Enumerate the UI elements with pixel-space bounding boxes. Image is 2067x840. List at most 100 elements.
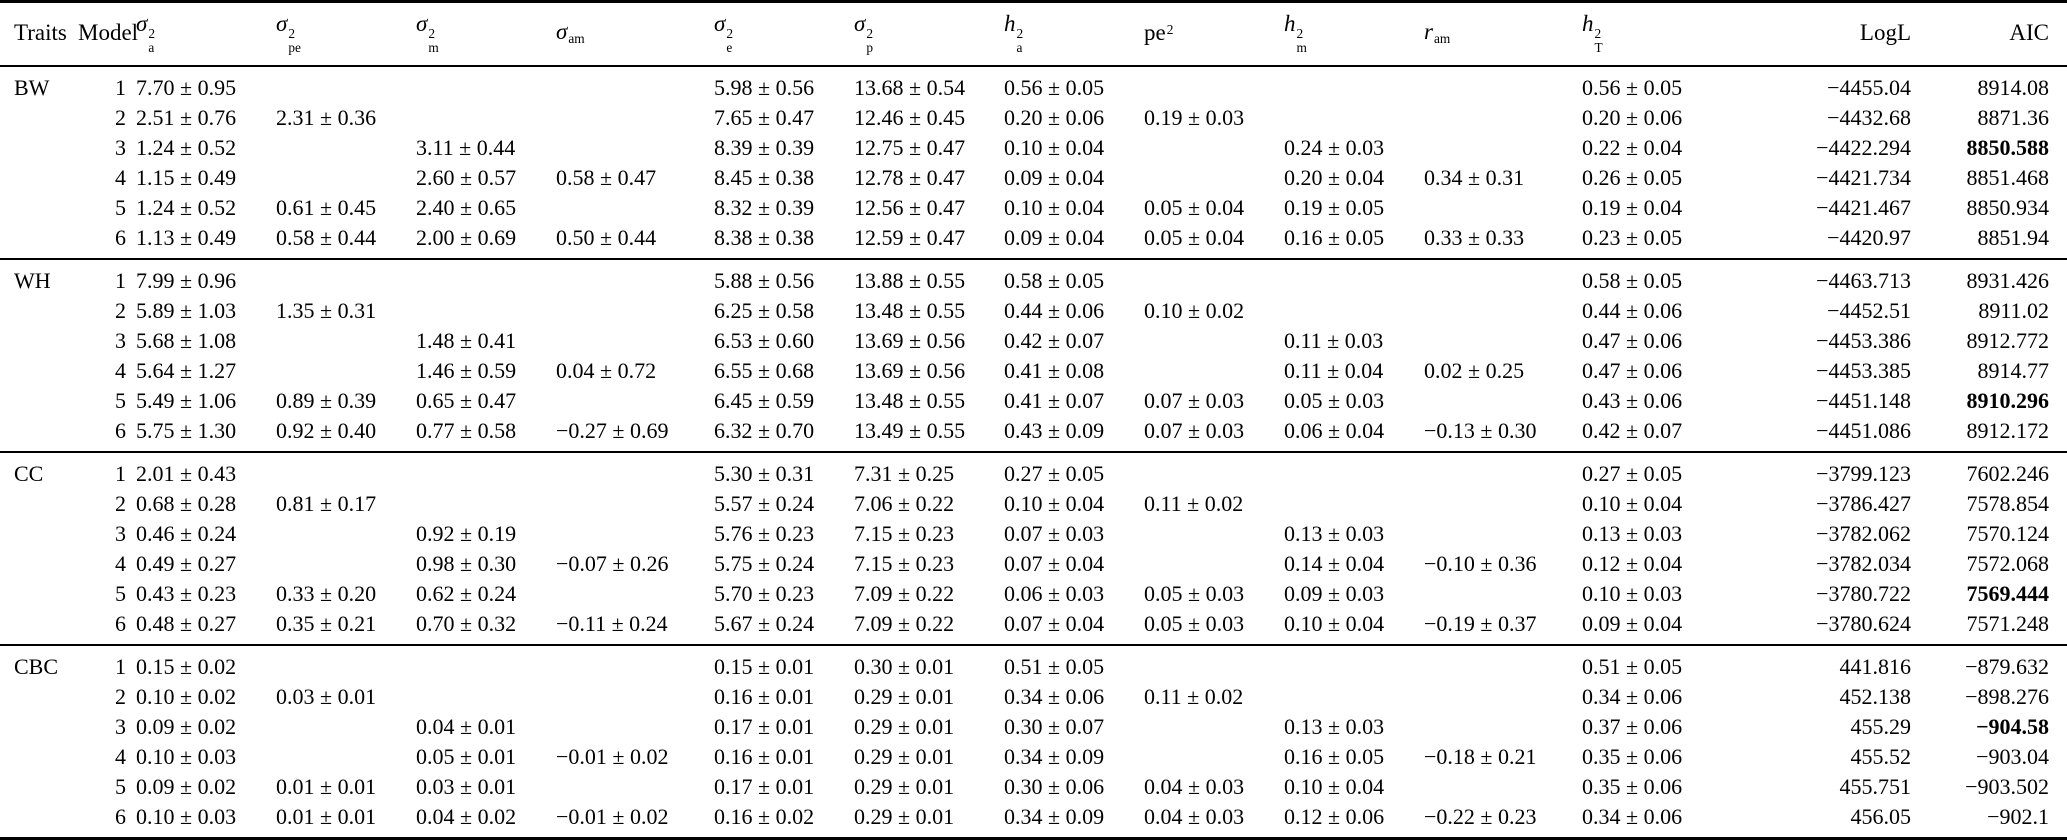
table-row-bw-model-2: 2 2.51 ± 0.76 2.31 ± 0.36 7.65 ± 0.47 12.46 …: [0, 103, 2067, 133]
cell-ram: −0.10 ± 0.36: [1424, 551, 1537, 577]
cell-hm2: [1284, 296, 1424, 326]
cell-pe2: 0.07 ± 0.03: [1144, 388, 1245, 414]
cell-aic: 8851.468: [1966, 165, 2050, 191]
cell-sp2: 0.29 ± 0.01: [854, 804, 955, 830]
cell-logl: −3780.722: [1816, 581, 1911, 607]
cell-sam: [556, 579, 714, 609]
cell-pe2: [1144, 712, 1284, 742]
cell-sam: −0.11 ± 0.24: [556, 611, 668, 637]
cell-spe2: [276, 163, 416, 193]
model-number: 1: [78, 258, 136, 297]
cell-logl: 455.751: [1839, 774, 1912, 800]
cell-sm2: 3.11 ± 0.44: [416, 135, 516, 161]
cell-sa2: 0.49 ± 0.27: [136, 551, 237, 577]
table-row-cc-model-5: 5 0.43 ± 0.23 0.33 ± 0.20 0.62 ± 0.24 5.70 ±…: [0, 579, 2067, 609]
trait-label: [0, 682, 78, 712]
cell-sm2: [416, 66, 556, 103]
cell-ha2: 0.10 ± 0.04: [1004, 491, 1105, 517]
cell-aic: 8910.296: [1966, 388, 2050, 414]
model-number: 4: [115, 358, 126, 384]
cell-se2: 0.16 ± 0.01: [714, 744, 815, 770]
header-sup-sub: 2 pe: [288, 26, 301, 56]
cell-ha2: 0.43 ± 0.09: [1004, 418, 1105, 444]
cell-sam: [556, 519, 714, 549]
cell-se2: 5.98 ± 0.56: [714, 75, 815, 101]
cell-sp2: 12.56 ± 0.47: [854, 195, 966, 221]
model-number: 6: [115, 804, 126, 830]
table-row-cbc-model-3: 3 0.09 ± 0.02 0.04 ± 0.01 0.17 ± 0.01 0.29 ±…: [0, 712, 2067, 742]
cell-sa2: 7.99 ± 0.96: [136, 258, 276, 297]
table-row-cbc-model-1: CBC 1 0.15 ± 0.02 0.15 ± 0.01 0.30 ± 0.01 0.5…: [0, 644, 2067, 683]
cell-logl: 452.138: [1839, 684, 1912, 710]
cell-hm2: [1284, 66, 1424, 103]
cell-ht2: 0.35 ± 0.06: [1582, 744, 1683, 770]
cell-ram: [1424, 326, 1582, 356]
cell-se2: 5.75 ± 0.24: [714, 551, 815, 577]
trait-section-bw: BW 1 7.70 ± 0.95 5.98 ± 0.56 13.68 ± 0.54 0.5…: [0, 66, 2067, 259]
cell-sam: 0.58 ± 0.47: [556, 165, 657, 191]
cell-ht2: 0.26 ± 0.05: [1582, 165, 1683, 191]
model-number: 1: [78, 451, 136, 490]
cell-pe2: [1144, 356, 1284, 386]
cell-sa2: 0.68 ± 0.28: [136, 491, 237, 517]
column-header-traits: Traits: [0, 1, 78, 68]
cell-ha2: 0.34 ± 0.09: [1004, 744, 1105, 770]
cell-ram: −0.13 ± 0.30: [1424, 418, 1537, 444]
cell-se2: 6.53 ± 0.60: [714, 328, 815, 354]
cell-hm2: [1284, 644, 1424, 683]
trait-section-cc: CC 1 2.01 ± 0.43 5.30 ± 0.31 7.31 ± 0.25 0.27…: [0, 451, 2067, 645]
model-number: 5: [115, 581, 126, 607]
cell-sp2: 12.59 ± 0.47: [854, 225, 966, 251]
table-row-wh-model-6: 6 5.75 ± 1.30 0.92 ± 0.40 0.77 ± 0.58 −0.27 …: [0, 416, 2067, 452]
header-symbol: σ: [854, 11, 866, 36]
cell-sp2: 12.46 ± 0.45: [854, 105, 966, 131]
cell-logl: −4451.086: [1816, 418, 1911, 444]
cell-ht2: 0.56 ± 0.05: [1582, 75, 1683, 101]
cell-ht2: 0.42 ± 0.07: [1582, 418, 1683, 444]
cell-ht2: 0.34 ± 0.06: [1582, 804, 1683, 830]
cell-aic: −902.1: [1987, 804, 2049, 830]
trait-label: BW: [14, 75, 50, 101]
header-row: Traits Model σ 2 a σ 2 pe σ 2 m σam σ 2 e σ 2 p h 2 a pe2 h 2 m r…: [0, 1, 2067, 68]
cell-sam: [556, 133, 714, 163]
cell-ha2: 0.06 ± 0.03: [1004, 581, 1105, 607]
cell-spe2: 2.31 ± 0.36: [276, 105, 377, 131]
cell-pe2: [1144, 163, 1284, 193]
cell-aic: 8914.77: [1977, 358, 2050, 384]
cell-logl: −4453.386: [1816, 328, 1911, 354]
cell-spe2: [276, 451, 416, 490]
header-superscript: 2: [1166, 22, 1174, 38]
cell-aic: 8914.08: [1977, 75, 2050, 101]
cell-se2: 6.25 ± 0.58: [714, 298, 815, 324]
cell-spe2: [276, 356, 416, 386]
cell-sp2: 13.69 ± 0.56: [854, 328, 966, 354]
cell-pe2: 0.05 ± 0.03: [1144, 611, 1245, 637]
table-row-cbc-model-2: 2 0.10 ± 0.02 0.03 ± 0.01 0.16 ± 0.01 0.29 ±…: [0, 682, 2067, 712]
cell-aic: 8911.02: [1978, 298, 2049, 324]
column-header-sam: σam: [556, 1, 714, 68]
cell-logl: −4421.467: [1816, 195, 1911, 221]
cell-ha2: 0.09 ± 0.04: [1004, 225, 1105, 251]
cell-pe2: 0.04 ± 0.03: [1144, 804, 1245, 830]
table-row-bw-model-1: BW 1 7.70 ± 0.95 5.98 ± 0.56 13.68 ± 0.54 0.5…: [0, 66, 2067, 103]
model-number: 4: [115, 744, 126, 770]
cell-sp2: 13.69 ± 0.56: [854, 358, 966, 384]
cell-pe2: [1144, 326, 1284, 356]
column-header-model: Model: [78, 1, 138, 68]
trait-label: [0, 296, 78, 326]
cell-sam: [556, 193, 714, 223]
cell-se2: 5.30 ± 0.31: [714, 451, 854, 490]
cell-ram: 0.02 ± 0.25: [1424, 358, 1525, 384]
cell-ram: [1424, 103, 1582, 133]
model-number: 6: [115, 225, 126, 251]
header-symbol: pe: [1144, 20, 1166, 46]
cell-ht2: 0.47 ± 0.06: [1582, 358, 1683, 384]
cell-hm2: 0.20 ± 0.04: [1284, 165, 1385, 191]
trait-label: [0, 802, 78, 839]
cell-ram: [1424, 386, 1582, 416]
